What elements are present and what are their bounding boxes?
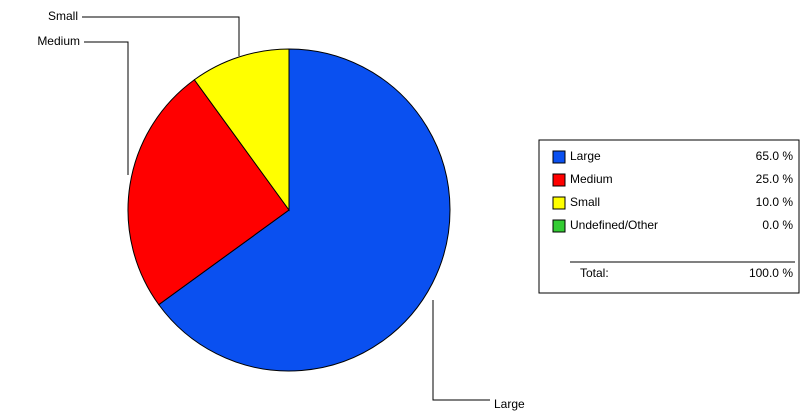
leader-line (82, 16, 240, 56)
legend-box (538, 139, 800, 294)
legend-label: Large (570, 149, 601, 163)
total-value: 100.0 % (749, 266, 793, 280)
slice-label: Small (48, 9, 78, 23)
legend-swatch (552, 150, 566, 164)
legend-label: Medium (570, 172, 613, 186)
legend-swatch (552, 173, 566, 187)
pie-slice (158, 48, 451, 372)
legend-swatch (552, 219, 566, 233)
slice-label: Medium (37, 34, 80, 48)
leader-line (84, 41, 129, 175)
pie-slice (127, 79, 290, 306)
total-label: Total: (580, 266, 609, 280)
legend-value: 25.0 % (756, 172, 794, 186)
pie-slice (193, 48, 290, 212)
leader-line (432, 300, 490, 401)
legend-value: 10.0 % (756, 195, 794, 209)
slice-label: Large (494, 397, 525, 411)
legend-label: Undefined/Other (570, 218, 658, 232)
legend-value: 0.0 % (762, 218, 793, 232)
legend-value: 65.0 % (756, 149, 794, 163)
legend-label: Small (570, 195, 600, 209)
legend-swatch (552, 196, 566, 210)
